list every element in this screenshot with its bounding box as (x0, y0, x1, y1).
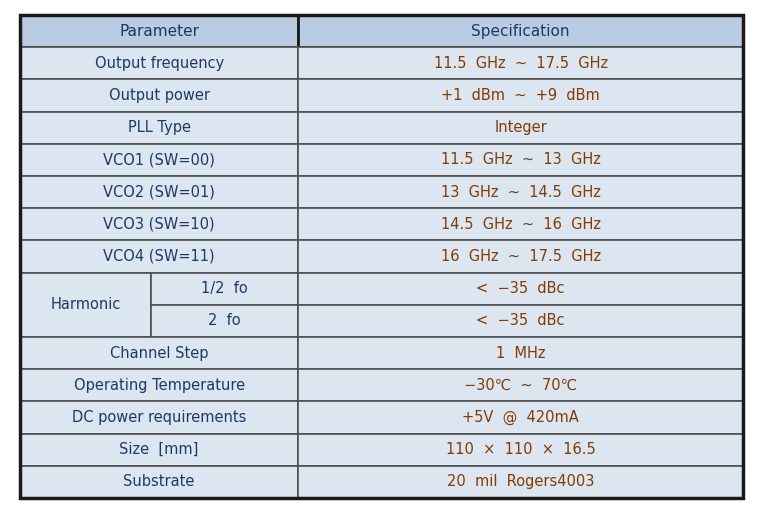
Bar (298, 112, 743, 144)
Bar (20, 80, 298, 112)
Text: 14.5  GHz  ~  16  GHz: 14.5 GHz ~ 16 GHz (441, 217, 600, 232)
Bar (20, 176, 298, 208)
Text: VCO1 (SW=00): VCO1 (SW=00) (103, 152, 215, 167)
Bar (20, 241, 298, 272)
Text: +1  dBm  ~  +9  dBm: +1 dBm ~ +9 dBm (441, 88, 600, 103)
Text: VCO3 (SW=10): VCO3 (SW=10) (103, 217, 215, 232)
Bar (298, 466, 743, 498)
Text: Channel Step: Channel Step (110, 346, 208, 361)
Bar (298, 369, 743, 401)
Text: Parameter: Parameter (119, 24, 199, 38)
Text: Integer: Integer (494, 120, 547, 135)
Bar (298, 144, 743, 176)
Text: Substrate: Substrate (124, 475, 195, 489)
Text: 11.5  GHz  ~  17.5  GHz: 11.5 GHz ~ 17.5 GHz (433, 56, 608, 71)
Text: VCO4 (SW=11): VCO4 (SW=11) (103, 249, 215, 264)
Bar (298, 47, 743, 80)
Bar (20, 466, 298, 498)
Bar (298, 272, 743, 305)
Bar (20, 401, 298, 433)
Bar (20, 144, 298, 176)
Text: 110  ×  110  ×  16.5: 110 × 110 × 16.5 (446, 442, 596, 457)
Bar (20, 208, 298, 241)
Text: 16  GHz  ~  17.5  GHz: 16 GHz ~ 17.5 GHz (440, 249, 600, 264)
Bar (298, 305, 743, 337)
Text: Harmonic: Harmonic (50, 298, 121, 312)
Text: PLL Type: PLL Type (127, 120, 191, 135)
Bar (298, 241, 743, 272)
Text: Output power: Output power (108, 88, 210, 103)
Text: Output frequency: Output frequency (95, 56, 224, 71)
Text: 2  fo: 2 fo (208, 313, 241, 328)
Text: −30℃  ~  70℃: −30℃ ~ 70℃ (464, 378, 577, 393)
Text: VCO2 (SW=01): VCO2 (SW=01) (103, 185, 215, 200)
Bar (298, 80, 743, 112)
Text: 11.5  GHz  ~  13  GHz: 11.5 GHz ~ 13 GHz (441, 152, 600, 167)
Bar (298, 15, 743, 47)
Text: DC power requirements: DC power requirements (72, 410, 246, 425)
Text: Specification: Specification (472, 24, 570, 38)
Text: +5V  @  420mA: +5V @ 420mA (462, 410, 579, 425)
Bar (20, 112, 298, 144)
Bar (20, 15, 298, 47)
Bar (298, 401, 743, 433)
Bar (20, 337, 298, 369)
Text: <  −35  dBc: < −35 dBc (476, 313, 565, 328)
Bar (151, 305, 298, 337)
Bar (20, 433, 298, 466)
Text: <  −35  dBc: < −35 dBc (476, 281, 565, 296)
Bar (298, 337, 743, 369)
Text: 20  mil  Rogers4003: 20 mil Rogers4003 (447, 475, 594, 489)
Text: 1/2  fo: 1/2 fo (201, 281, 248, 296)
Text: Operating Temperature: Operating Temperature (73, 378, 245, 393)
Text: Size  [mm]: Size [mm] (120, 442, 199, 457)
Text: 13  GHz  ~  14.5  GHz: 13 GHz ~ 14.5 GHz (441, 185, 600, 200)
Bar (298, 176, 743, 208)
Bar (151, 272, 298, 305)
Text: 1  MHz: 1 MHz (496, 346, 546, 361)
Bar (298, 208, 743, 241)
Bar (20, 272, 151, 337)
Bar (20, 369, 298, 401)
Bar (298, 433, 743, 466)
Bar (20, 47, 298, 80)
